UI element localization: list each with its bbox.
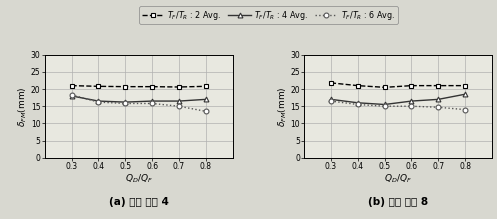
Y-axis label: $\delta_{FM}$(mm): $\delta_{FM}$(mm)	[17, 86, 29, 127]
Text: (a) 변형 비율 4: (a) 변형 비율 4	[109, 197, 168, 207]
Text: (b) 변형 비율 8: (b) 변형 비율 8	[368, 197, 428, 207]
Legend: $T_F/T_R$ : 2 Avg., $T_F/T_R$ : 4 Avg., $T_F/T_R$ : 6 Avg.: $T_F/T_R$ : 2 Avg., $T_F/T_R$ : 4 Avg., …	[139, 6, 398, 24]
X-axis label: $Q_D/Q_F$: $Q_D/Q_F$	[125, 172, 153, 185]
X-axis label: $Q_D/Q_F$: $Q_D/Q_F$	[384, 172, 412, 185]
Y-axis label: $\delta_{FM}$(mm): $\delta_{FM}$(mm)	[276, 86, 289, 127]
